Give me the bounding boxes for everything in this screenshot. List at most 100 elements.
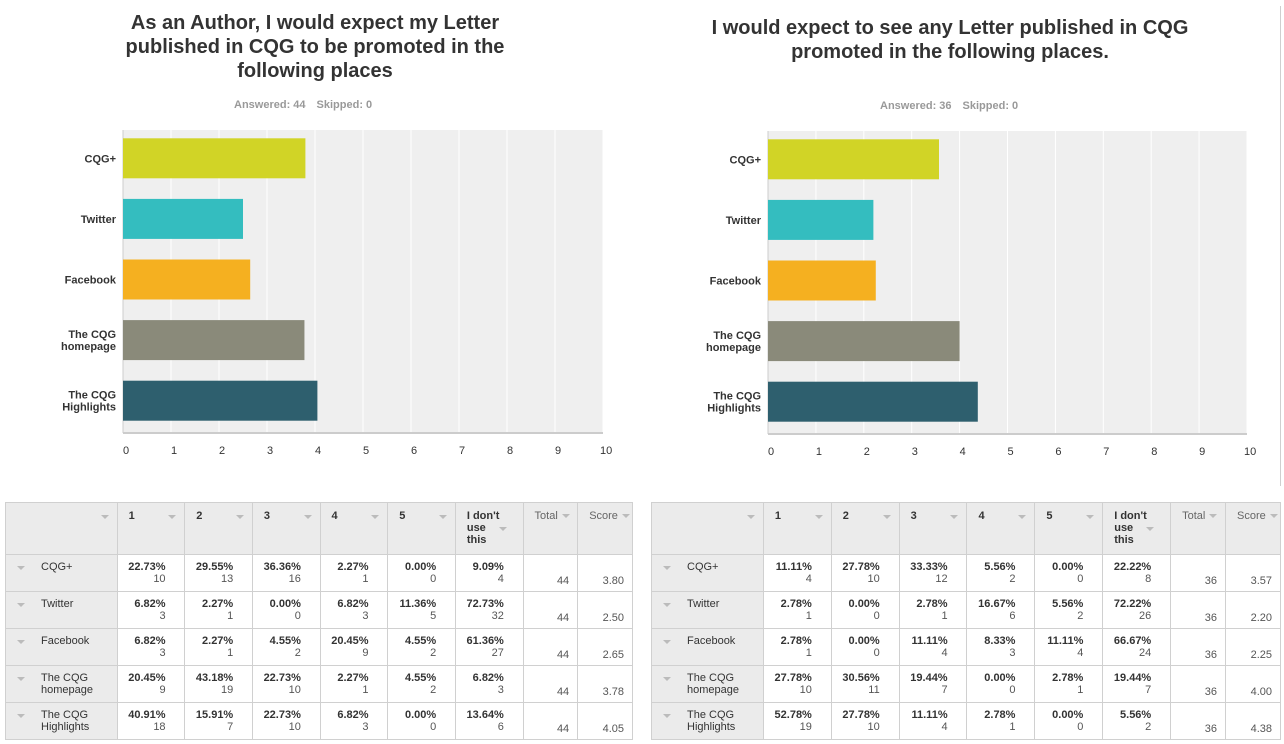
column-header-i-don-t-use-this[interactable]: I don't use this <box>454 502 524 555</box>
response-percent: 2.78% <box>984 709 1016 721</box>
response-count: 3 <box>497 684 504 696</box>
response-cell: 2.78% 1 <box>762 591 832 629</box>
response-percent: 0.00% <box>1052 561 1084 573</box>
column-header-5[interactable]: 5 <box>387 502 456 555</box>
column-header-answer-choices[interactable] <box>651 502 764 555</box>
column-header-score[interactable]: Score <box>577 502 633 555</box>
response-cell: 27.78% 10 <box>830 702 900 740</box>
x-tick-label: 2 <box>219 445 225 457</box>
sort-arrow-icon[interactable] <box>235 515 244 519</box>
column-header-total[interactable]: Total <box>1170 502 1226 555</box>
sort-arrow-icon[interactable] <box>950 515 959 519</box>
response-cell: 5.56% 2 <box>966 554 1036 592</box>
column-header-3[interactable]: 3 <box>898 502 968 555</box>
column-header-2[interactable]: 2 <box>830 502 900 555</box>
response-count: 1 <box>227 610 234 622</box>
row-expand-arrow-icon[interactable] <box>17 603 25 607</box>
column-header-1[interactable]: 1 <box>116 502 186 555</box>
row-label-text: Highlights <box>41 721 90 733</box>
column-header-label: Total <box>534 510 558 522</box>
sort-arrow-icon[interactable] <box>1146 527 1155 531</box>
row-expand-arrow-icon[interactable] <box>17 566 25 570</box>
column-header-4[interactable]: 4 <box>966 502 1036 555</box>
bar-the-cqg-highlights <box>768 381 978 422</box>
bar-chart: 0 1 2 3 4 5 6 7 8 9 10 CQG+ Twitter Facebook The CQG ho… <box>706 131 1256 458</box>
response-cell: 2.78% 1 <box>762 628 832 666</box>
column-header-i-don-t-use-this[interactable]: I don't use this <box>1102 502 1172 555</box>
response-count: 1 <box>1077 684 1084 696</box>
column-header-4[interactable]: 4 <box>319 502 389 555</box>
column-header-score[interactable]: Score <box>1224 502 1282 555</box>
sort-arrow-icon[interactable] <box>621 514 630 519</box>
response-cell: 30.56% 11 <box>830 665 900 703</box>
row-expand-arrow-icon[interactable] <box>663 603 671 607</box>
total-cell: 36 <box>1170 591 1226 629</box>
row-expand-arrow-icon[interactable] <box>663 714 671 718</box>
sort-arrow-icon[interactable] <box>561 514 570 519</box>
row-label: The CQG Highlights <box>651 702 764 740</box>
sort-arrow-icon[interactable] <box>1086 515 1095 519</box>
sort-arrow-icon[interactable] <box>100 515 109 519</box>
response-cell: 13.64% 6 <box>454 702 524 740</box>
response-percent: 13.64% <box>466 709 504 721</box>
response-cell: 0.00% 0 <box>387 702 456 740</box>
response-percent: 2.78% <box>780 635 812 647</box>
response-count: 10 <box>288 684 301 696</box>
sort-arrow-icon[interactable] <box>438 515 447 519</box>
response-percent: 36.36% <box>263 561 301 573</box>
column-header-1[interactable]: 1 <box>762 502 832 555</box>
response-count: 24 <box>1138 647 1152 659</box>
x-tick-label: 9 <box>555 445 561 457</box>
table-body: CQG+ 11.11% 4 27.78% 10 33.33% 12 5.56% 2 0.00% 0 2… <box>651 554 1282 740</box>
table-row: CQG+ 11.11% 4 27.78% 10 33.33% 12 5.56% 2 0.00% 0 2… <box>651 554 1282 592</box>
row-expand-arrow-icon[interactable] <box>663 640 671 644</box>
column-header-total[interactable]: Total <box>522 502 579 555</box>
response-percent: 66.67% <box>1113 635 1152 647</box>
response-percent: 19.44% <box>1113 672 1152 684</box>
sort-arrow-icon[interactable] <box>168 515 177 519</box>
category-label: The CQG homepage <box>61 329 116 353</box>
column-header-2[interactable]: 2 <box>184 502 253 555</box>
sort-arrow-icon[interactable] <box>1018 515 1027 519</box>
x-tick-label: 2 <box>864 446 870 458</box>
x-tick-label: 8 <box>1151 446 1157 458</box>
response-cell: 0.00% 0 <box>1034 554 1104 592</box>
row-label-text: homepage <box>41 684 93 696</box>
sort-arrow-icon[interactable] <box>303 515 312 519</box>
row-expand-arrow-icon[interactable] <box>17 677 25 681</box>
category-label: Twitter <box>726 215 762 227</box>
response-stats: Answered: 44 Skipped: 0 <box>234 99 372 111</box>
row-expand-arrow-icon[interactable] <box>663 566 671 570</box>
sort-arrow-icon[interactable] <box>1269 514 1278 519</box>
row-label-text: CQG+ <box>41 561 73 573</box>
column-header-3[interactable]: 3 <box>251 502 321 555</box>
response-percent: 27.78% <box>842 709 880 721</box>
table-body: CQG+ 22.73% 10 29.55% 13 36.36% 16 2.27% 1 0.00% 0… <box>5 554 633 740</box>
row-expand-arrow-icon[interactable] <box>17 640 25 644</box>
row-expand-arrow-icon[interactable] <box>17 714 25 718</box>
response-cell: 8.33% 3 <box>966 628 1036 666</box>
sort-arrow-icon[interactable] <box>882 515 891 519</box>
skipped-count: Skipped: 0 <box>962 100 1019 112</box>
category-label: Twitter <box>81 214 117 226</box>
response-cell: 2.78% 1 <box>1034 665 1104 703</box>
response-count: 10 <box>867 573 880 585</box>
row-expand-arrow-icon[interactable] <box>663 677 671 681</box>
total-cell: 36 <box>1170 554 1226 592</box>
response-count: 3 <box>159 610 166 622</box>
response-count: 26 <box>1138 610 1152 622</box>
row-label: The CQG homepage <box>5 665 118 703</box>
response-percent: 22.73% <box>263 672 301 684</box>
column-header-answer-choices[interactable] <box>5 502 118 555</box>
sort-arrow-icon[interactable] <box>1209 514 1218 519</box>
category-label: Facebook <box>710 276 762 288</box>
sort-arrow-icon[interactable] <box>371 515 380 519</box>
sort-arrow-icon[interactable] <box>498 527 507 531</box>
response-count: 3 <box>1009 647 1016 659</box>
response-cell: 22.73% 10 <box>116 554 186 592</box>
column-header-5[interactable]: 5 <box>1034 502 1104 555</box>
sort-arrow-icon[interactable] <box>746 515 755 519</box>
sort-arrow-icon[interactable] <box>814 515 823 519</box>
response-count: 16 <box>288 573 301 585</box>
response-cell: 15.91% 7 <box>184 702 253 740</box>
